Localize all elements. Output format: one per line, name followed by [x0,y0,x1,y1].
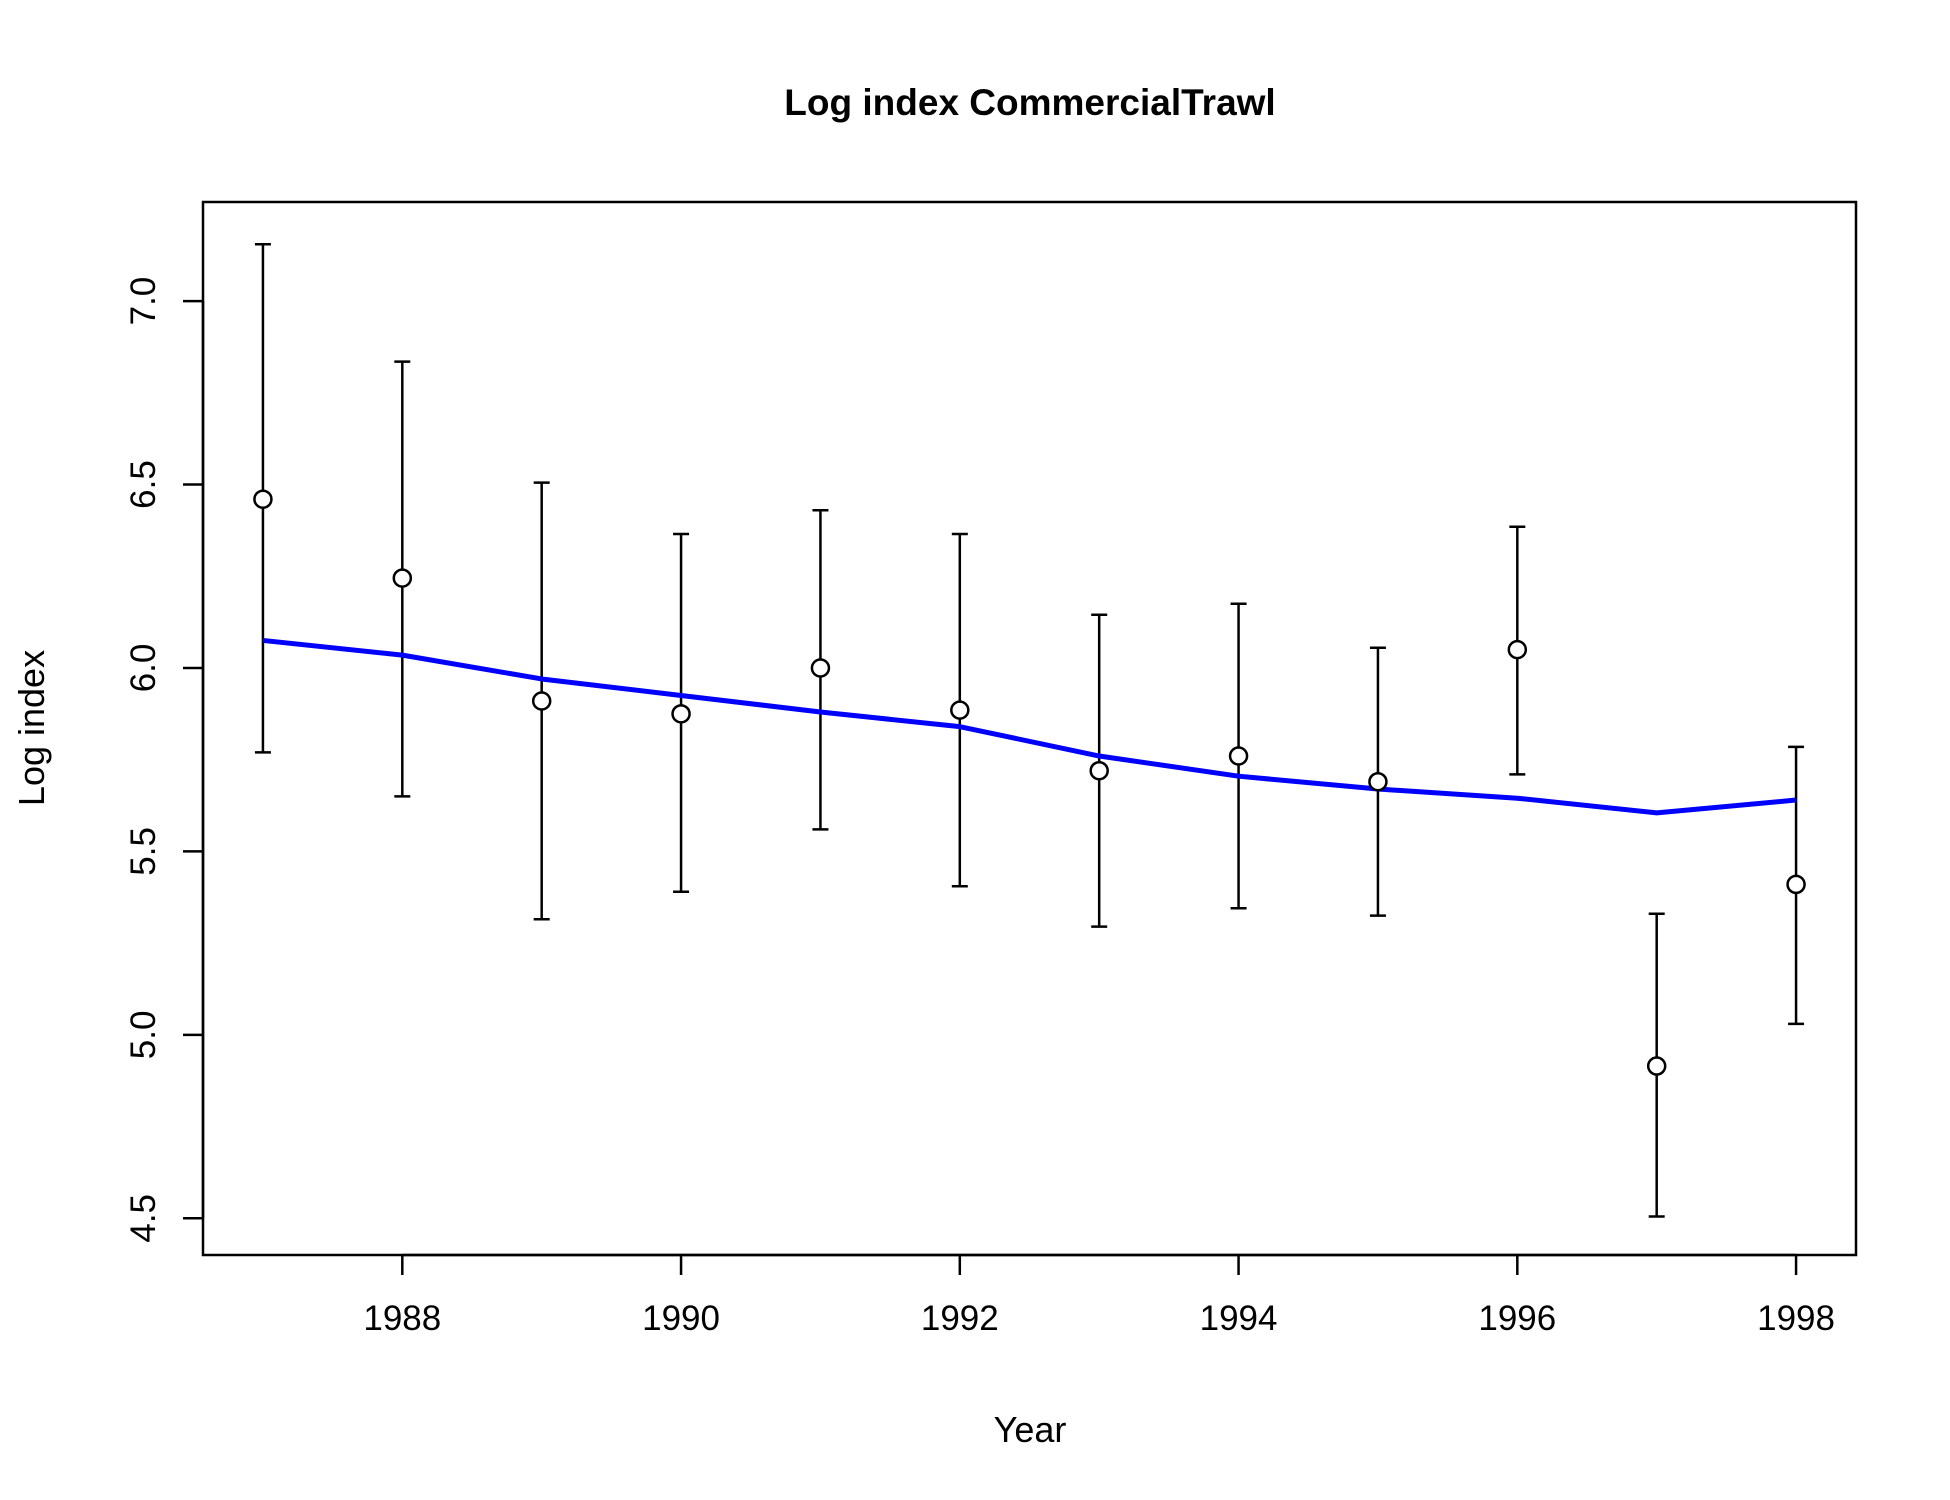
data-point [1089,760,1109,781]
observed-points [253,489,1806,1076]
data-point [671,704,691,724]
y-tick-label: 5.5 [124,827,163,876]
error-bars [254,242,1805,1218]
data-point [810,658,831,678]
x-tick-label: 1996 [1478,1299,1556,1338]
data-point [531,691,552,711]
fit-line-group [262,637,1797,816]
chart-title: Log index CommercialTrawl [784,82,1275,123]
data-point [1646,1056,1667,1076]
y-axis-label: Log index [11,650,52,806]
x-tick-label: 1992 [921,1299,999,1338]
x-axis: 1988 1990 1992 1994 1996 1998 [363,1253,1835,1338]
x-tick-label: 1998 [1757,1299,1835,1338]
data-point [1786,874,1806,895]
plot-frame [201,200,1858,1257]
data-point [253,489,273,509]
y-tick-label: 6.5 [124,460,163,509]
y-tick-label: 5.0 [124,1011,163,1060]
y-axis: 4.5 5.0 5.5 6.0 6.5 7.0 [124,277,205,1243]
data-point [1507,639,1528,660]
data-point [950,700,970,720]
y-tick-label: 4.5 [124,1194,163,1243]
x-tick-label: 1994 [1200,1299,1278,1338]
data-point [392,568,413,588]
x-tick-label: 1990 [642,1299,720,1338]
y-tick-label: 6.0 [124,644,163,693]
data-point [1368,771,1388,792]
x-tick-label: 1988 [363,1299,441,1338]
y-tick-label: 7.0 [124,277,163,326]
x-axis-label: Year [994,1409,1067,1450]
fit-line [262,637,1797,816]
data-point [1228,746,1249,766]
